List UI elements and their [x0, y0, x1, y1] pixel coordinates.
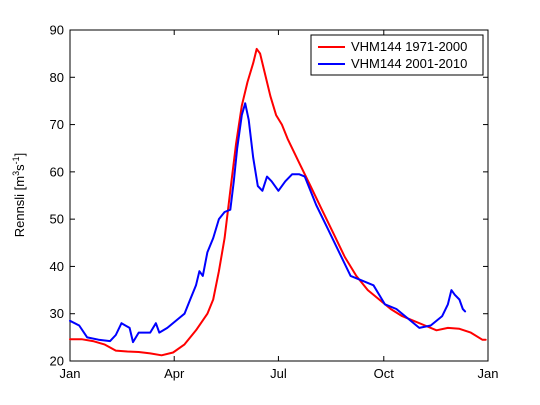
legend-label-series-2: VHM144 2001-2010: [351, 56, 467, 71]
y-tick-label: 90: [50, 23, 64, 38]
series-layer: [69, 47, 487, 357]
y-tick-label: 60: [50, 164, 64, 179]
y-tick-label: 50: [50, 212, 64, 227]
y-tick-label: 80: [50, 70, 64, 85]
y-tick-label: 40: [50, 259, 64, 274]
y-tick-label: 20: [50, 354, 64, 369]
y-tick-label: 70: [50, 117, 64, 132]
tick-layer: 20 30 40 50 60 70 80 90 Jan Apr Jul Oct Jan: [50, 23, 499, 382]
legend: VHM144 1971-2000 VHM144 2001-2010: [310, 34, 484, 76]
y-tick-label: 30: [50, 306, 64, 321]
y-axis-label: Rennsli [m3s-1]: [11, 153, 27, 238]
legend-box: [310, 34, 484, 76]
legend-label-series-1: VHM144 1971-2000: [351, 39, 467, 54]
x-tick-label: Apr: [164, 366, 185, 381]
x-tick-label: Oct: [374, 366, 395, 381]
x-tick-label: Jan: [478, 366, 499, 381]
x-tick-label: Jan: [60, 366, 81, 381]
x-tick-label: Jul: [270, 366, 287, 381]
series-line-2: [69, 102, 467, 344]
plot-area: [69, 29, 489, 362]
